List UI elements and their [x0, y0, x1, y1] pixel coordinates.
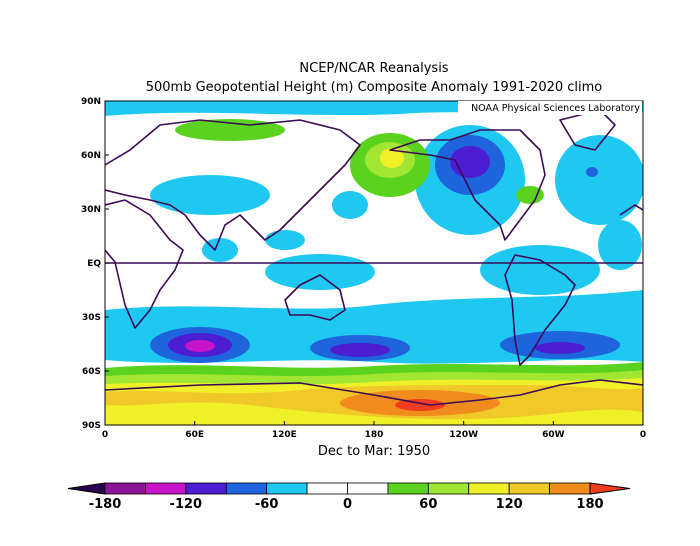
colorbar-box: [266, 482, 308, 495]
lon-label: 0: [640, 430, 646, 440]
colorbar-label: -120: [170, 497, 203, 512]
lat-label: 30N: [81, 205, 101, 215]
credit: NOAA Physical Sciences Laboratory: [471, 103, 640, 114]
colorbar-label: -180: [89, 497, 122, 512]
colorbar-box: [427, 482, 470, 495]
colorbar-box: [508, 482, 550, 495]
colorbar-box: [347, 482, 389, 495]
colorbar-box: [185, 482, 227, 495]
colorbar-label: 0: [343, 497, 352, 512]
period-label: Dec to Mar: 1950: [318, 444, 430, 459]
lon-label: 120E: [272, 430, 297, 440]
colorbar-box: [306, 482, 348, 495]
lon-label: 60W: [542, 430, 565, 440]
lon-label: 0: [102, 430, 108, 440]
lat-label: EQ: [87, 259, 101, 269]
subtitle: 500mb Geopotential Height (m) Composite …: [146, 80, 603, 95]
title: NCEP/NCAR Reanalysis: [299, 61, 448, 76]
lat-label: 90N: [81, 97, 101, 107]
colorbar-box: [225, 482, 268, 495]
colorbar-label: -60: [255, 497, 279, 512]
colorbar-box: [549, 482, 591, 495]
colorbar-tip: [589, 482, 631, 495]
colorbar-box: [145, 482, 187, 495]
lat-label: 60N: [81, 151, 101, 161]
colorbar-box: [468, 482, 510, 495]
colorbar-label: 60: [419, 497, 437, 512]
colorbar-box: [387, 482, 429, 495]
colorbar-box: [104, 482, 146, 495]
lat-label: 30S: [82, 313, 101, 323]
lon-label: 60E: [185, 430, 204, 440]
colorbar-tip: [67, 482, 106, 495]
credit-box: [458, 101, 642, 115]
lon-label: 120W: [449, 430, 478, 440]
colorbar-label: 180: [576, 497, 603, 512]
lat-label: 90S: [82, 421, 101, 431]
lon-label: 180: [365, 430, 384, 440]
lat-label: 60S: [82, 367, 101, 377]
anomaly-field: [105, 101, 643, 425]
colorbar-label: 120: [496, 497, 523, 512]
